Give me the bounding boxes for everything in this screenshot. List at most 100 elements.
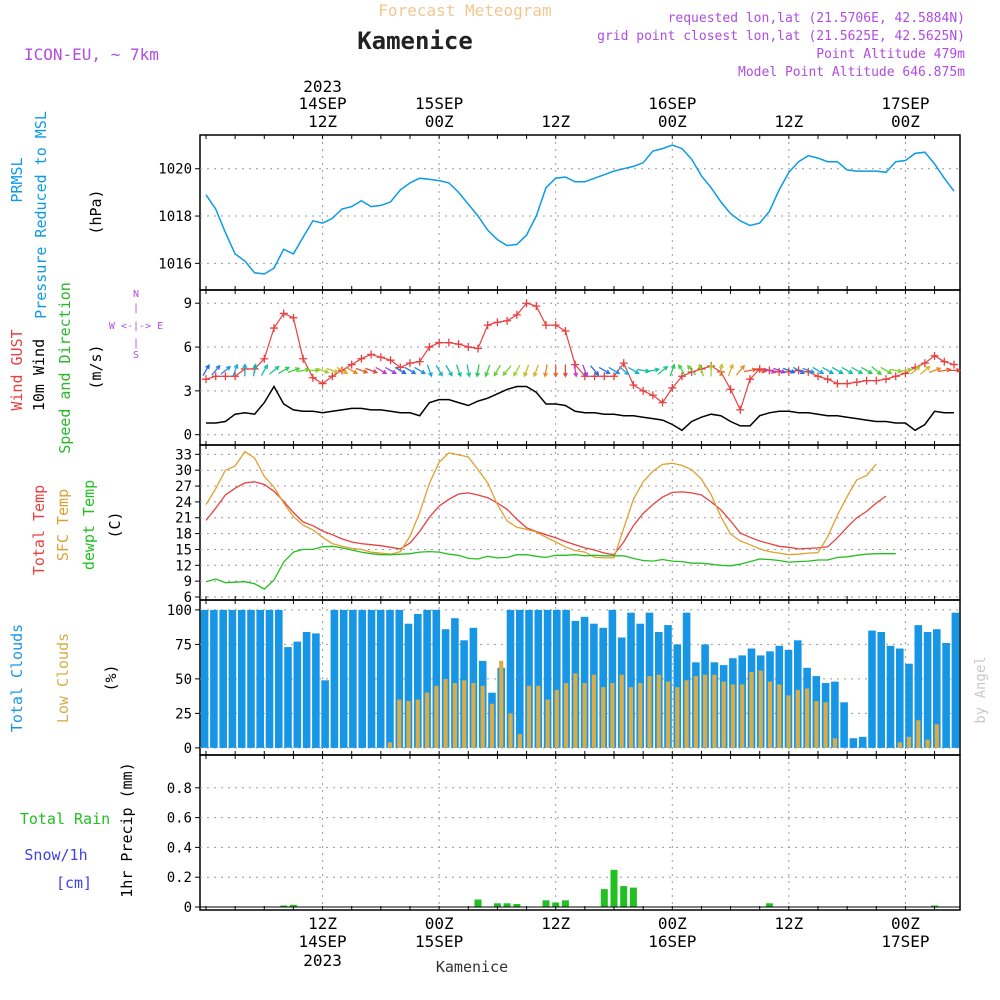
total-cloud-bar — [849, 738, 858, 748]
y-tick-label: 18 — [175, 527, 192, 543]
wind-direction-arrow — [582, 364, 589, 378]
low-cloud-bar — [545, 699, 550, 748]
total-cloud-bar — [914, 625, 923, 748]
total-cloud-bar — [423, 609, 431, 748]
bottom-date-label: 17SEP — [881, 932, 929, 951]
wind-direction-arrow — [466, 364, 472, 378]
wind-direction-arrow — [669, 363, 676, 377]
gust-marker — [678, 372, 686, 381]
low-cloud-bar — [443, 678, 448, 748]
y-tick-label: 3 — [184, 384, 192, 400]
compass-s: S — [133, 350, 139, 361]
model-label: ICON-EU, ~ 7km — [24, 45, 159, 64]
total-cloud-bar — [525, 609, 533, 748]
low-cloud-bar — [795, 689, 800, 748]
gust-marker — [862, 376, 871, 385]
low-cloud-bar — [536, 685, 541, 748]
gust-marker — [658, 398, 667, 407]
gust-marker — [833, 379, 842, 388]
wind-direction-arrow — [851, 366, 864, 375]
low-cloud-bar — [906, 736, 912, 748]
low-cloud-bar — [387, 742, 393, 748]
wind-direction-arrow — [414, 366, 427, 375]
gust-marker — [522, 299, 531, 308]
rain-bar — [765, 903, 773, 907]
top-date-label: 14SEP — [298, 94, 346, 113]
gust-marker — [590, 372, 599, 381]
snow-axis-title: Snow/1h — [24, 846, 87, 864]
gust-marker — [512, 310, 521, 319]
wind-direction-arrow — [394, 366, 407, 375]
y-tick-label: 50 — [175, 672, 192, 688]
y-tick-label: 24 — [175, 495, 192, 511]
gust-marker — [561, 326, 570, 335]
rain-axis-title: Total Rain — [20, 810, 110, 828]
y-tick-label: 9 — [184, 296, 192, 312]
total-cloud-bar — [367, 609, 376, 748]
total-cloud-bar — [404, 623, 413, 748]
top-year-label: 2023 — [303, 77, 342, 96]
wind-unit: (m/s) — [87, 344, 105, 389]
rain-bar — [513, 904, 521, 907]
low-cloud-bar — [628, 687, 634, 748]
total-cloud-bar — [886, 645, 895, 748]
total-cloud-axis-title: Total Clouds — [8, 624, 26, 732]
wind-direction-arrow — [812, 366, 825, 375]
y-tick-label: 0 — [184, 900, 192, 916]
gust-marker — [726, 385, 735, 394]
gust-marker — [328, 372, 337, 381]
y-tick-label: 75 — [175, 637, 192, 653]
gridpoint-coords: grid point closest lon,lat (21.5625E, 42… — [597, 29, 965, 44]
precip-unit: 1hr Precip (mm) — [118, 762, 136, 897]
y-tick-label: 15 — [175, 542, 192, 558]
wind-direction-arrow — [657, 365, 669, 375]
total-cloud-bar — [905, 663, 913, 748]
compass-bar: | — [133, 303, 139, 314]
bottom-date-label: 15SEP — [415, 932, 463, 951]
wind-direction-arrow — [735, 364, 745, 376]
compass-bar: | — [133, 338, 139, 349]
total-cloud-bar — [339, 609, 348, 748]
wind-direction-arrow — [928, 367, 942, 374]
y-tick-label: 0.6 — [167, 811, 192, 827]
bottom-time-label: 00Z — [891, 914, 920, 933]
wind-direction-arrow — [326, 367, 340, 374]
gust-marker — [231, 372, 240, 381]
low-cloud-bar — [749, 672, 754, 748]
wind-direction-arrow — [306, 367, 321, 373]
temp-2m-line — [205, 481, 887, 556]
low-cloud-bar — [434, 685, 439, 748]
gust-axis-title: Wind GUST — [8, 329, 26, 410]
wind-direction-arrow — [919, 365, 931, 375]
wind-direction-arrow — [899, 367, 913, 373]
gust-marker — [318, 379, 327, 388]
gust-marker — [648, 391, 657, 400]
total-cloud-bar — [543, 609, 552, 748]
low-cloud-bar — [610, 683, 615, 748]
low-cloud-bar — [517, 734, 522, 748]
gust-marker — [891, 372, 900, 381]
gust-marker — [746, 375, 754, 384]
gust-marker — [852, 378, 861, 387]
wind-direction-arrow — [698, 363, 705, 377]
wind-direction-arrow — [553, 364, 559, 378]
wind-direction-arrow — [202, 364, 210, 376]
footer-location: Kamenice — [436, 958, 508, 976]
low-cloud-bar — [489, 703, 495, 748]
y-tick-label: 25 — [175, 706, 192, 722]
total-cloud-bar — [321, 680, 329, 748]
wind-direction-arrow — [627, 366, 640, 375]
low-cloud-bar — [777, 684, 782, 748]
wind-direction-arrow — [316, 367, 330, 374]
rain-bar — [552, 902, 560, 907]
y-tick-label: 6 — [184, 590, 192, 606]
wind-direction-arrow — [608, 366, 621, 375]
low-cloud-axis-title: Low Clouds — [54, 633, 72, 723]
point-altitude: Point Altitude 479m — [816, 47, 965, 62]
gust-marker — [289, 313, 298, 322]
y-tick-label: 0.4 — [167, 840, 192, 856]
wind-direction-arrow — [708, 363, 714, 377]
pressure-line — [205, 144, 955, 275]
gust-marker — [940, 357, 949, 366]
